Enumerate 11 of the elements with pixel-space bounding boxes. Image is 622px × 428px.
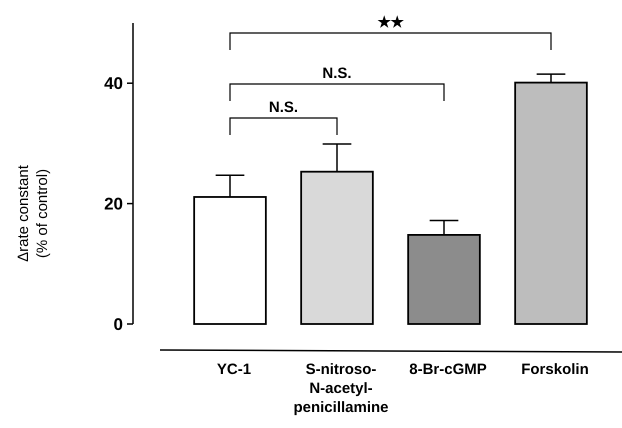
- y-tick-label: 0: [114, 314, 123, 334]
- annotation: N.S.: [268, 99, 298, 116]
- x-tick-label: 8-Br-cGMP: [409, 361, 487, 378]
- annotation: N.S.: [322, 65, 352, 82]
- y-tick-label: 40: [104, 74, 123, 94]
- annotation: ★★: [378, 14, 404, 31]
- x-tick-label: S-nitroso-N-acetyl-penicillamine: [293, 361, 389, 416]
- x-tick-label: Forskolin: [521, 361, 589, 378]
- y-axis-title: Δrate constant (% of control): [15, 164, 51, 262]
- x-tick-label: YC-1: [216, 361, 252, 378]
- y-tick-label: 20: [104, 194, 123, 214]
